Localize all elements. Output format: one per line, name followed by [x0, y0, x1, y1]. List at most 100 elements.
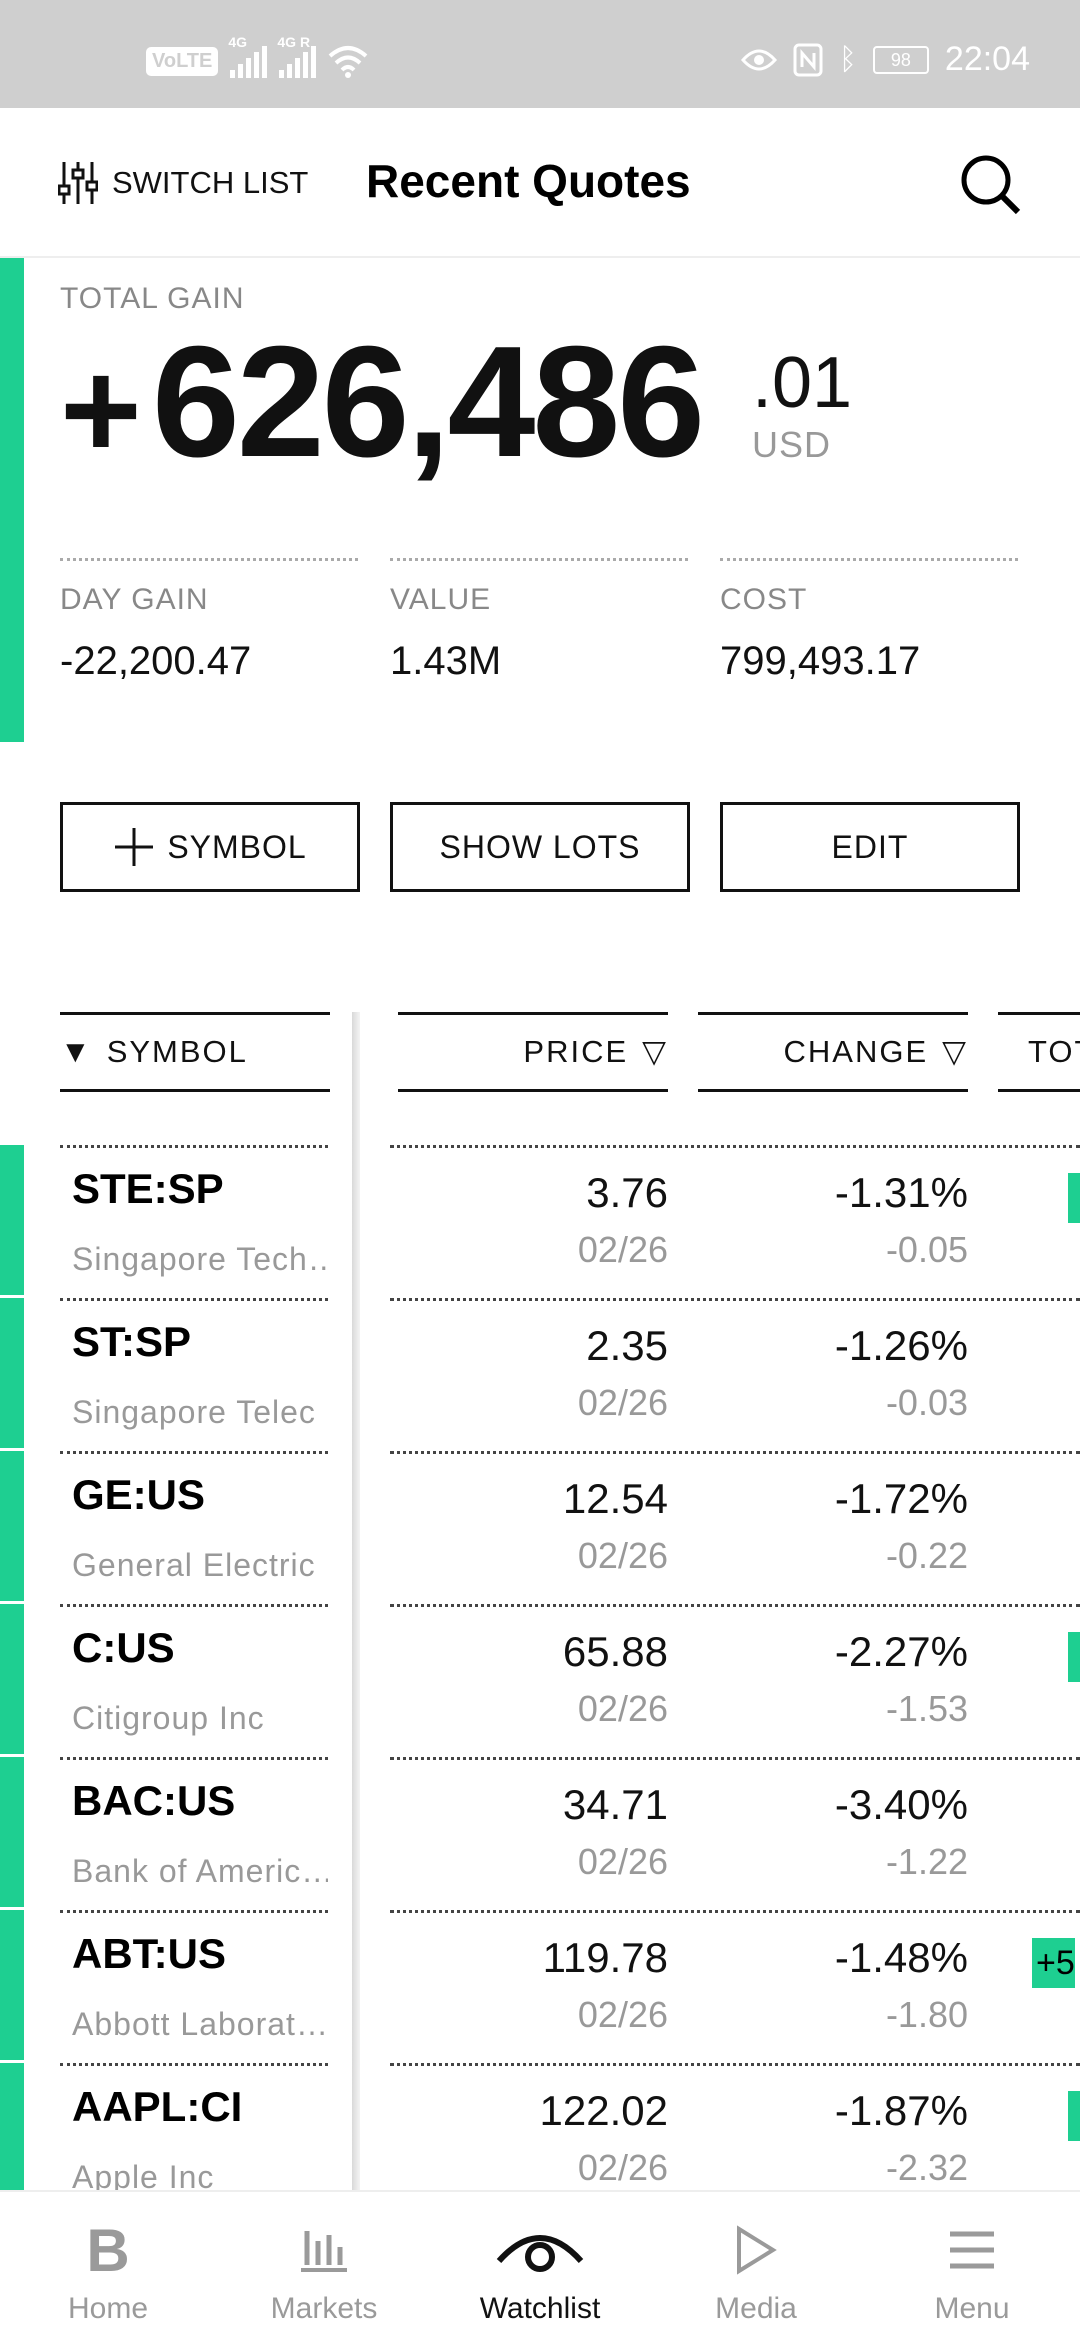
row-symbol: BAC:US: [72, 1777, 236, 1824]
row-date: 02/26: [577, 1382, 668, 1423]
clock: 22:04: [944, 40, 1030, 78]
price-column-header[interactable]: PRICE ▽: [398, 1012, 668, 1092]
change-column-header[interactable]: CHANGE ▽: [698, 1012, 968, 1092]
row-accent-bar: [0, 1757, 24, 1907]
row-divider: [60, 1757, 328, 1760]
row-change-percent: -3.40%: [834, 1781, 968, 1828]
row-price: 65.88: [562, 1628, 668, 1675]
volte-icon: VoLTE: [146, 46, 219, 76]
status-bar: VoLTE 4G 4G R ᛒ 98 22:04: [0, 0, 1080, 108]
sliders-icon: [58, 162, 98, 204]
table-row[interactable]: AAPL:CI Apple Inc 122.02 02/26 -1.87% -2…: [0, 2063, 1080, 2190]
table-row[interactable]: BAC:US Bank of Americ… 34.71 02/26 -3.40…: [0, 1757, 1080, 1910]
nav-home[interactable]: B Home: [0, 2192, 216, 2340]
symbol-header-label: SYMBOL: [106, 1034, 248, 1069]
row-company-name: Singapore Telec: [72, 1394, 316, 1430]
row-date: 02/26: [577, 1688, 668, 1729]
value-metric: VALUE 1.43M: [390, 558, 688, 684]
bottom-navigation: B Home Markets Watchlist: [0, 2190, 1080, 2340]
wifi-icon: [329, 46, 368, 78]
row-change-percent: -1.31%: [834, 1169, 968, 1216]
switch-list-button[interactable]: SWITCH LIST: [58, 160, 308, 206]
search-button[interactable]: [958, 152, 1022, 221]
day-gain-metric: DAY GAIN -22,200.47: [60, 558, 358, 684]
page-title: Recent Quotes: [366, 155, 691, 207]
table-row[interactable]: ABT:US Abbott Laborat… 119.78 02/26 -1.4…: [0, 1910, 1080, 2063]
row-change-percent: -1.26%: [834, 1322, 968, 1369]
table-row[interactable]: GE:US General Electric 12.54 02/26 -1.72…: [0, 1451, 1080, 1604]
cost-value: 799,493.17: [720, 639, 921, 683]
nav-menu-label: Menu: [934, 2292, 1010, 2325]
row-date: 02/26: [577, 2147, 668, 2188]
nav-media[interactable]: Media: [648, 2192, 864, 2340]
nav-watchlist-label: Watchlist: [479, 2292, 601, 2325]
row-total-badge: [1068, 1632, 1080, 1682]
row-symbol: ABT:US: [72, 1930, 226, 1977]
row-symbol: C:US: [72, 1624, 175, 1671]
switch-list-label: SWITCH LIST: [112, 165, 309, 200]
table-row[interactable]: C:US Citigroup Inc 65.88 02/26 -2.27% -1…: [0, 1604, 1080, 1757]
row-divider: [390, 1298, 1080, 1301]
price-header-label: PRICE: [523, 1034, 629, 1069]
total-gain-label: TOTAL GAIN: [60, 282, 245, 315]
row-accent-bar: [0, 1910, 24, 2060]
column-divider: [352, 1012, 360, 2192]
nav-watchlist[interactable]: Watchlist: [432, 2192, 648, 2340]
total-gain-currency: USD: [752, 424, 832, 465]
row-symbol: ST:SP: [72, 1318, 192, 1365]
row-price: 119.78: [542, 1934, 668, 1981]
row-divider: [60, 1298, 328, 1301]
row-change-percent: -1.48%: [834, 1934, 968, 1981]
play-icon: [648, 2222, 864, 2278]
total-header-label: TOT: [1028, 1034, 1080, 1069]
add-symbol-label: SYMBOL: [167, 828, 307, 865]
table-row[interactable]: ST:SP Singapore Telec 2.35 02/26 -1.26% …: [0, 1298, 1080, 1451]
row-price: 2.35: [586, 1322, 668, 1369]
nav-menu[interactable]: Menu: [864, 2192, 1080, 2340]
row-company-name: General Electric: [72, 1547, 316, 1583]
row-price: 34.71: [562, 1781, 668, 1828]
battery-icon: 98: [872, 45, 929, 74]
table-row[interactable]: STE:SP Singapore Tech… 3.76 02/26 -1.31%…: [0, 1145, 1080, 1298]
nav-markets[interactable]: Markets: [216, 2192, 432, 2340]
plus-icon: [115, 828, 154, 866]
row-change-percent: -2.27%: [834, 1628, 968, 1675]
nav-media-label: Media: [715, 2292, 797, 2325]
add-symbol-button[interactable]: SYMBOL: [60, 802, 360, 892]
row-date: 02/26: [577, 1994, 668, 2035]
edit-button[interactable]: EDIT: [720, 802, 1020, 892]
status-right: ᛒ 98 22:04: [740, 40, 1030, 79]
total-column-header[interactable]: TOT: [998, 1012, 1080, 1092]
eye-comfort-icon: [740, 49, 777, 70]
app-header: SWITCH LIST Recent Quotes: [0, 108, 1080, 258]
row-accent-bar: [0, 1604, 24, 1754]
status-left: VoLTE 4G 4G R: [146, 34, 368, 78]
row-date: 02/26: [577, 1841, 668, 1882]
row-divider: [390, 1451, 1080, 1454]
row-change-value: -0.22: [885, 1535, 968, 1576]
symbol-column-header[interactable]: ▼ SYMBOL: [60, 1012, 330, 1092]
sort-triangle-outline-icon: ▽: [942, 1034, 968, 1069]
row-change-value: -0.03: [885, 1382, 968, 1423]
row-accent-bar: [0, 2063, 24, 2190]
row-divider: [390, 1757, 1080, 1760]
nfc-icon: [793, 43, 823, 76]
cost-label: COST: [720, 583, 808, 616]
day-gain-label: DAY GAIN: [60, 583, 209, 616]
row-total-badge: [1068, 2091, 1080, 2141]
row-accent-bar: [0, 1298, 24, 1448]
row-divider: [60, 1451, 328, 1454]
row-symbol: GE:US: [72, 1471, 206, 1518]
row-price: 122.02: [539, 2087, 668, 2134]
show-lots-button[interactable]: SHOW LOTS: [390, 802, 690, 892]
hamburger-icon: [864, 2222, 1080, 2278]
row-divider: [60, 2063, 328, 2066]
row-change-value: -1.53: [885, 1688, 968, 1729]
cost-metric: COST 799,493.17: [720, 558, 1018, 684]
row-date: 02/26: [577, 1229, 668, 1270]
row-company-name: Bank of Americ…: [72, 1853, 328, 1889]
row-change-percent: -1.87%: [834, 2087, 968, 2134]
row-divider: [60, 1910, 328, 1913]
row-divider: [390, 1910, 1080, 1913]
value-value: 1.43M: [390, 639, 502, 683]
